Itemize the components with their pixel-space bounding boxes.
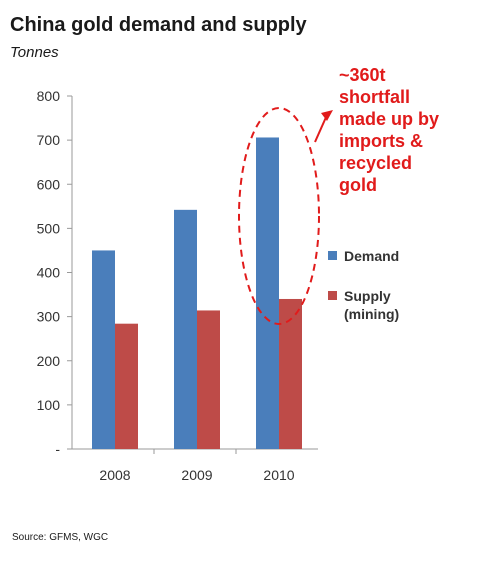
bar-demand-2009 — [174, 209, 197, 449]
bar-supply-2010 — [279, 298, 302, 449]
y-tick-label: 800 — [37, 88, 61, 104]
annotation-arrow-head — [321, 110, 333, 121]
y-tick-label: 500 — [37, 220, 61, 236]
source-note: Source: GFMS, WGC — [12, 532, 109, 543]
bar-demand-2010 — [256, 137, 279, 450]
legend-swatch — [328, 291, 337, 300]
chart-subtitle: Tonnes — [10, 44, 59, 61]
shortfall-annotation: ~360t shortfall made up by imports & rec… — [339, 65, 440, 195]
y-tick-label: - — [55, 441, 60, 457]
legend-label: Demand — [344, 248, 399, 264]
x-tick-label: 2009 — [181, 467, 212, 483]
y-tick-label: 400 — [37, 265, 61, 281]
y-tick-label: 700 — [37, 132, 61, 148]
highlight-ellipse — [238, 107, 320, 325]
annotation-arrow-line — [314, 114, 328, 143]
chart-title: China gold demand and supply — [10, 14, 307, 36]
legend-swatch — [328, 251, 337, 260]
y-tick-label: 200 — [37, 353, 61, 369]
bar-supply-2009 — [197, 310, 220, 449]
y-tick-label: 600 — [37, 176, 61, 192]
x-tick-label: 2008 — [99, 467, 130, 483]
bar-demand-2008 — [92, 250, 115, 449]
bar-supply-2008 — [115, 323, 138, 449]
y-tick-label: 100 — [37, 397, 61, 413]
legend-label: (mining) — [344, 306, 399, 322]
x-tick-label: 2010 — [263, 467, 294, 483]
y-tick-label: 300 — [37, 309, 61, 325]
legend-label: Supply — [344, 288, 391, 304]
